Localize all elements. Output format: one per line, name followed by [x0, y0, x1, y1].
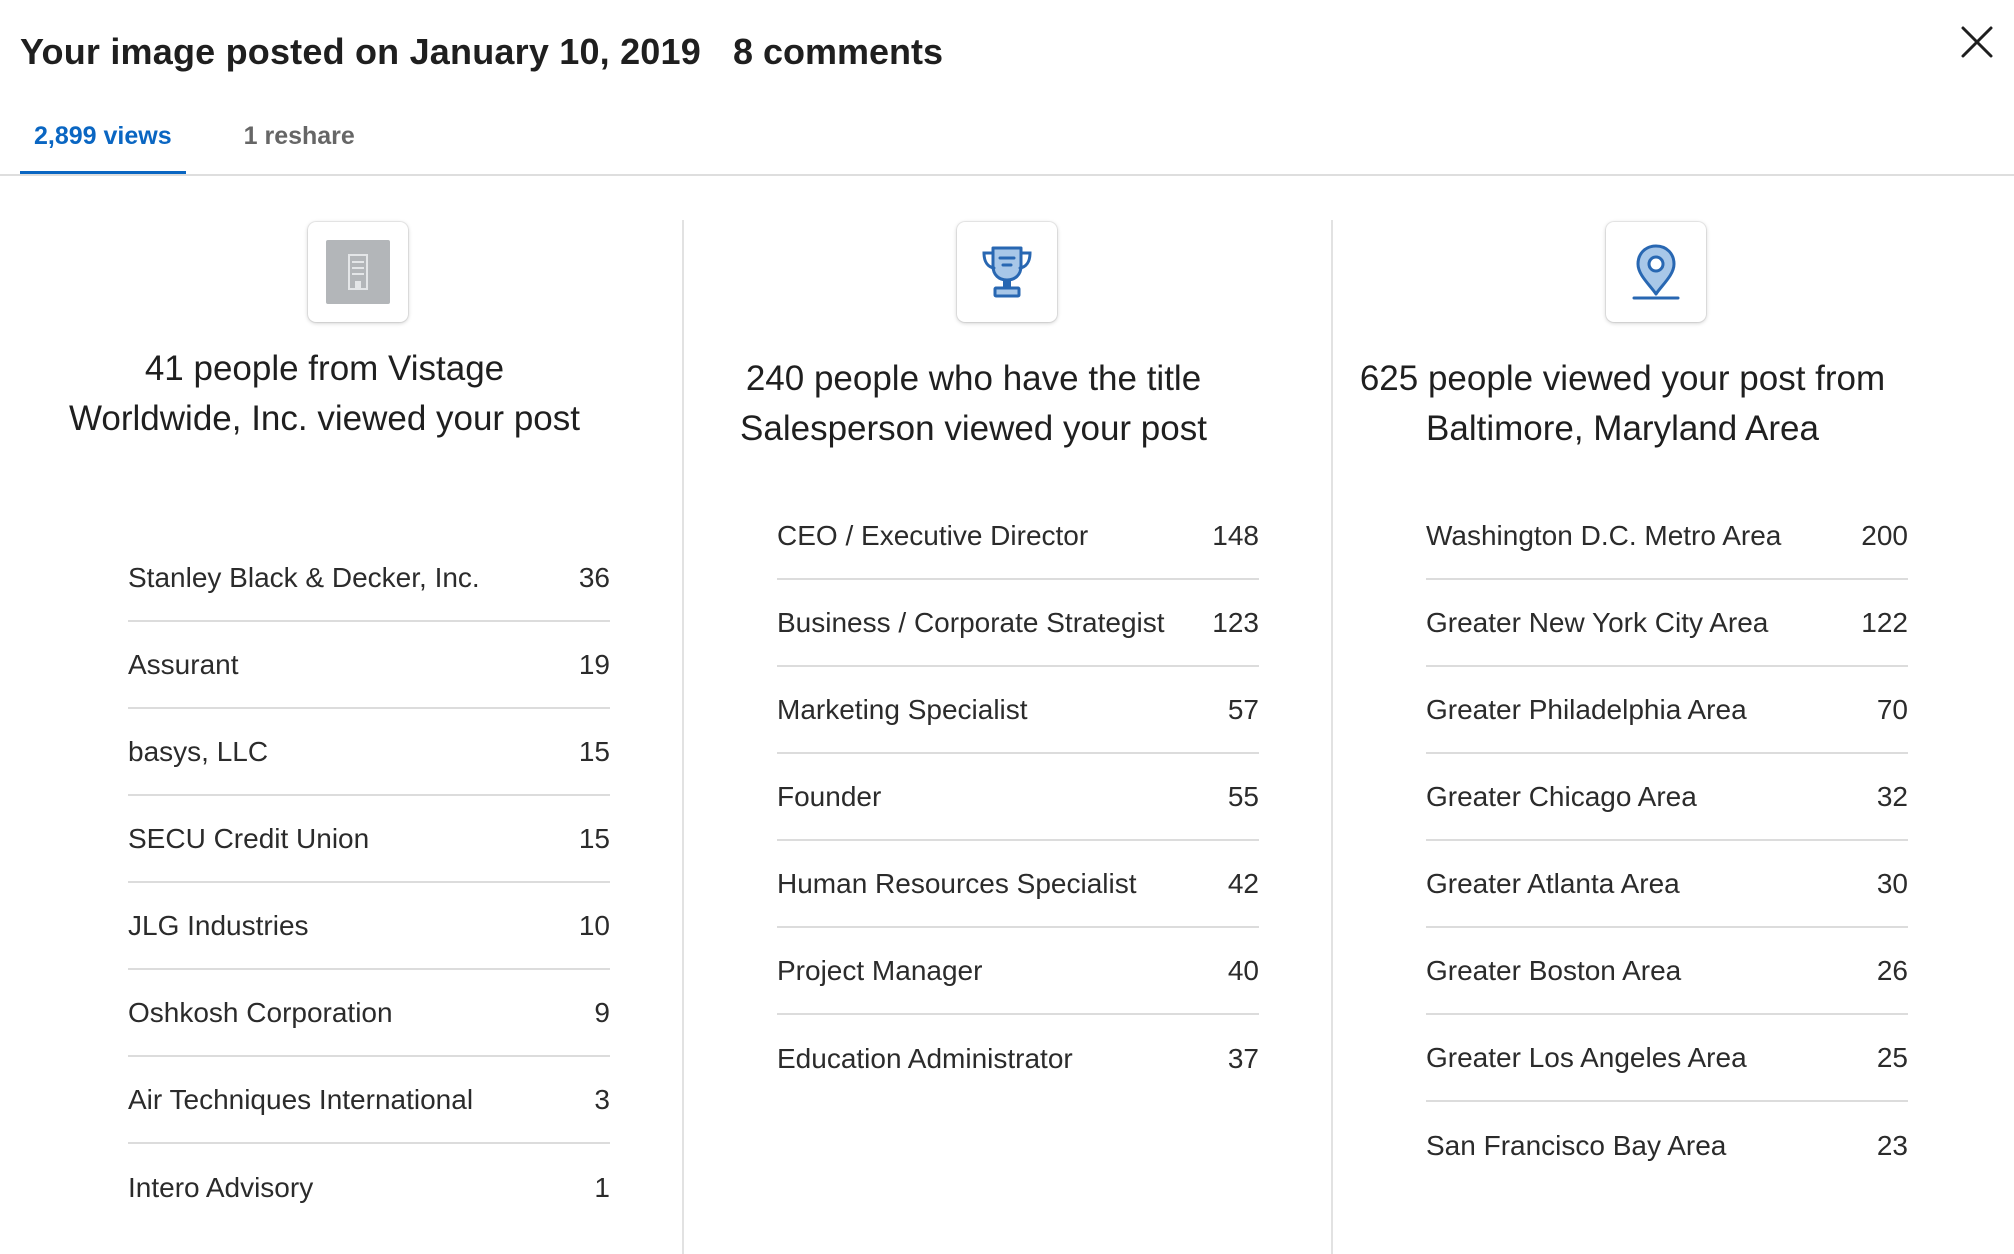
- list-item[interactable]: Greater Boston Area 26: [1426, 928, 1908, 1015]
- column-divider: [1331, 220, 1333, 1254]
- locations-list: Washington D.C. Metro Area 200 Greater Ne…: [1426, 493, 1908, 1189]
- close-button[interactable]: [1953, 18, 2001, 66]
- list-item[interactable]: Stanley Black & Decker, Inc. 36: [128, 535, 610, 622]
- tab-bar: 2,899 views 1 reshare: [20, 108, 369, 174]
- row-label: CEO / Executive Director: [777, 519, 1089, 551]
- list-item[interactable]: basys, LLC 15: [128, 709, 610, 796]
- row-count: 57: [1227, 693, 1259, 725]
- row-label: Greater Chicago Area: [1426, 780, 1697, 812]
- row-label: Stanley Black & Decker, Inc.: [128, 561, 480, 593]
- row-label: Founder: [777, 780, 882, 812]
- list-item[interactable]: Education Administrator 37: [777, 1015, 1259, 1102]
- row-count: 37: [1227, 1042, 1259, 1074]
- tab-views[interactable]: 2,899 views: [20, 108, 186, 174]
- row-label: Air Techniques International: [128, 1083, 474, 1115]
- tabs-divider: [0, 174, 2014, 176]
- row-count: 40: [1227, 954, 1259, 986]
- row-label: JLG Industries: [128, 909, 309, 941]
- row-label: Greater Boston Area: [1426, 954, 1682, 986]
- locations-column: 625 people viewed your post from Baltimo…: [1298, 220, 1947, 1254]
- row-count: 23: [1876, 1129, 1908, 1161]
- row-count: 9: [594, 996, 610, 1028]
- tab-reshares[interactable]: 1 reshare: [243, 122, 355, 150]
- close-icon: [1961, 26, 1993, 58]
- row-count: 55: [1227, 780, 1259, 812]
- list-item[interactable]: Assurant 19: [128, 622, 610, 709]
- modal-header: Your image posted on January 10, 2019 8 …: [20, 28, 943, 76]
- row-count: 200: [1861, 519, 1908, 551]
- row-label: Project Manager: [777, 954, 983, 986]
- row-label: Greater Los Angeles Area: [1426, 1041, 1747, 1073]
- companies-list: Stanley Black & Decker, Inc. 36 Assurant 1…: [128, 535, 610, 1231]
- row-count: 10: [578, 909, 610, 941]
- row-label: Intero Advisory: [128, 1171, 314, 1203]
- row-count: 25: [1876, 1041, 1908, 1073]
- locations-heading: 625 people viewed your post from Baltimo…: [1359, 359, 1886, 448]
- list-item[interactable]: Air Techniques International 3: [128, 1057, 610, 1144]
- list-item[interactable]: Washington D.C. Metro Area 200: [1426, 493, 1908, 580]
- row-count: 15: [578, 735, 610, 767]
- row-count: 19: [578, 648, 610, 680]
- row-label: Education Administrator: [777, 1042, 1073, 1074]
- row-count: 32: [1876, 780, 1908, 812]
- list-item[interactable]: SECU Credit Union 15: [128, 796, 610, 883]
- column-divider: [682, 220, 684, 1254]
- row-label: Greater Philadelphia Area: [1426, 693, 1747, 725]
- list-item[interactable]: Marketing Specialist 57: [777, 667, 1259, 754]
- list-item[interactable]: Greater Los Angeles Area 25: [1426, 1015, 1908, 1102]
- list-item[interactable]: Greater Philadelphia Area 70: [1426, 667, 1908, 754]
- list-item[interactable]: Greater Atlanta Area 30: [1426, 841, 1908, 928]
- companies-column: 41 people from Vistage Worldwide, Inc. v…: [0, 220, 649, 1254]
- row-label: Greater New York City Area: [1426, 606, 1769, 638]
- titles-heading: 240 people who have the title Salesperso…: [740, 359, 1207, 448]
- location-pin-icon: [1632, 244, 1680, 300]
- row-label: Oshkosh Corporation: [128, 996, 393, 1028]
- list-item[interactable]: Human Resources Specialist 42: [777, 841, 1259, 928]
- trophy-icon: [982, 246, 1032, 298]
- row-count: 15: [578, 822, 610, 854]
- row-label: Human Resources Specialist: [777, 867, 1137, 899]
- titles-list: CEO / Executive Director 148 Business / C…: [777, 493, 1259, 1102]
- row-count: 148: [1212, 519, 1259, 551]
- row-label: Greater Atlanta Area: [1426, 867, 1680, 899]
- comments-link[interactable]: 8 comments: [732, 31, 944, 72]
- row-label: Marketing Specialist: [777, 693, 1028, 725]
- row-count: 26: [1876, 954, 1908, 986]
- list-item[interactable]: Greater Chicago Area 32: [1426, 754, 1908, 841]
- row-label: Washington D.C. Metro Area: [1426, 519, 1782, 551]
- list-item[interactable]: CEO / Executive Director 148: [777, 493, 1259, 580]
- row-label: basys, LLC: [128, 735, 269, 767]
- row-count: 36: [578, 561, 610, 593]
- location-badge: [1606, 222, 1706, 322]
- list-item[interactable]: Oshkosh Corporation 9: [128, 970, 610, 1057]
- company-logo: [308, 222, 408, 322]
- list-item[interactable]: Project Manager 40: [777, 928, 1259, 1015]
- row-count: 42: [1227, 867, 1259, 899]
- row-label: San Francisco Bay Area: [1426, 1129, 1727, 1161]
- list-item[interactable]: San Francisco Bay Area 23: [1426, 1102, 1908, 1189]
- row-label: Business / Corporate Strategist: [777, 606, 1165, 638]
- row-label: Assurant: [128, 648, 239, 680]
- list-item[interactable]: Intero Advisory 1: [128, 1144, 610, 1231]
- list-item[interactable]: Business / Corporate Strategist 123: [777, 580, 1259, 667]
- list-item[interactable]: Founder 55: [777, 754, 1259, 841]
- titles-column: 240 people who have the title Salesperso…: [649, 220, 1298, 1254]
- row-count: 1: [594, 1171, 610, 1203]
- building-icon: [326, 240, 390, 304]
- row-label: SECU Credit Union: [128, 822, 370, 854]
- list-item[interactable]: Greater New York City Area 122: [1426, 580, 1908, 667]
- row-count: 122: [1861, 606, 1908, 638]
- title-badge: [957, 222, 1057, 322]
- companies-heading: 41 people from Vistage Worldwide, Inc. v…: [69, 349, 580, 438]
- row-count: 123: [1212, 606, 1259, 638]
- row-count: 3: [594, 1083, 610, 1115]
- row-count: 30: [1876, 867, 1908, 899]
- list-item[interactable]: JLG Industries 10: [128, 883, 610, 970]
- post-title: Your image posted on January 10, 2019: [20, 31, 701, 72]
- analytics-columns: 41 people from Vistage Worldwide, Inc. v…: [0, 220, 2014, 1254]
- row-count: 70: [1876, 693, 1908, 725]
